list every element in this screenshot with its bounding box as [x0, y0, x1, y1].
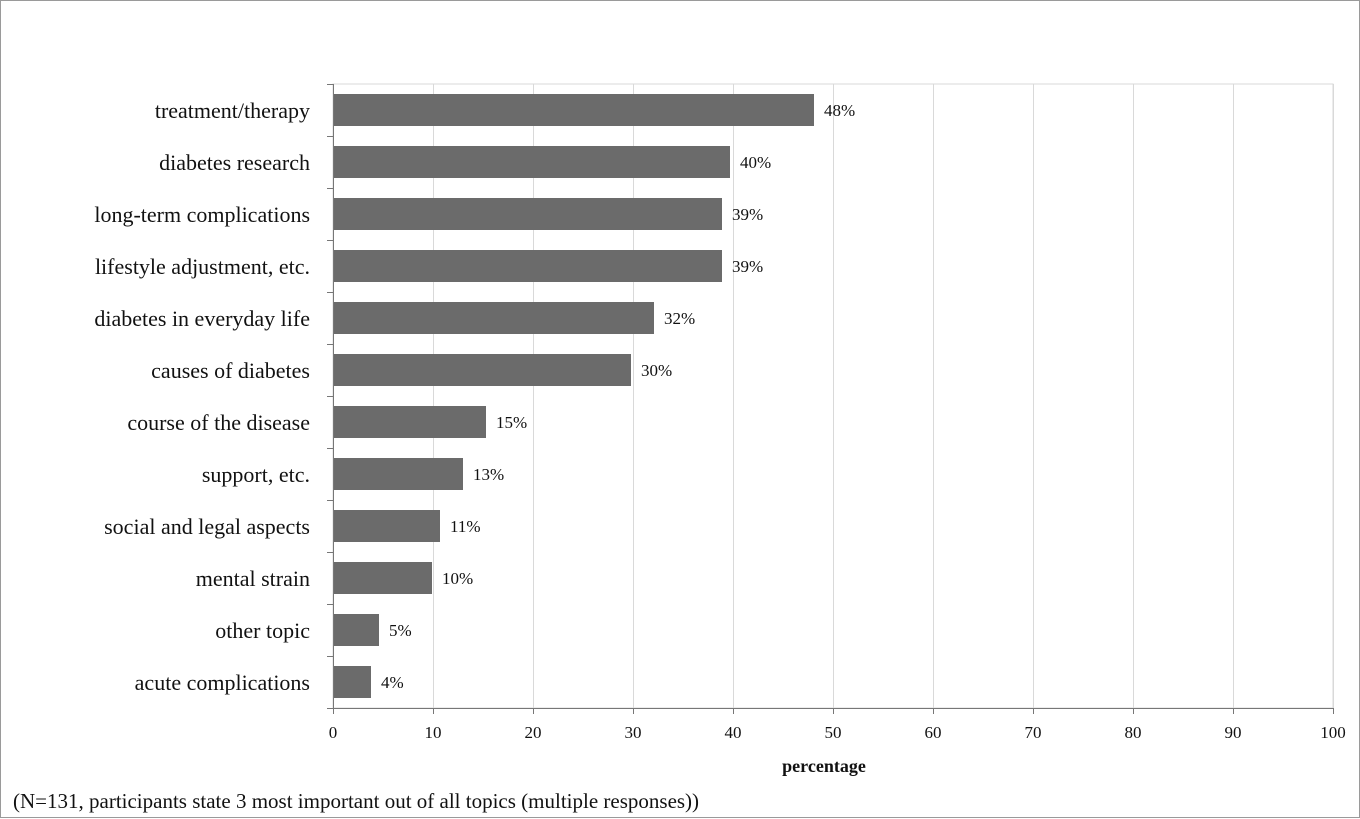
data-label-4: 32%	[664, 309, 695, 328]
bar-3	[334, 250, 722, 282]
bar-9	[334, 562, 432, 594]
data-label-2: 39%	[732, 205, 763, 224]
x-tick-label-30: 30	[625, 723, 642, 742]
bar-10	[334, 614, 379, 646]
category-label-6: course of the disease	[127, 410, 310, 435]
category-label-8: social and legal aspects	[104, 514, 310, 539]
category-label-11: acute complications	[135, 670, 310, 695]
data-label-3: 39%	[732, 257, 763, 276]
x-tick-label-60: 60	[925, 723, 942, 742]
category-label-5: causes of diabetes	[151, 358, 310, 383]
data-label-6: 15%	[496, 413, 527, 432]
x-tick-label-90: 90	[1225, 723, 1242, 742]
data-label-7: 13%	[473, 465, 504, 484]
category-label-9: mental strain	[196, 566, 310, 591]
bar-4	[334, 302, 654, 334]
category-label-2: long-term complications	[94, 202, 310, 227]
x-tick-label-80: 80	[1125, 723, 1142, 742]
bar-6	[334, 406, 486, 438]
bar-8	[334, 510, 440, 542]
category-label-0: treatment/therapy	[155, 98, 310, 123]
x-axis-title: percentage	[782, 756, 866, 776]
category-label-7: support, etc.	[202, 462, 310, 487]
bar-0	[334, 94, 814, 126]
bar-7	[334, 458, 463, 490]
category-label-1: diabetes research	[159, 150, 310, 175]
bar-5	[334, 354, 631, 386]
data-label-9: 10%	[442, 569, 473, 588]
category-label-3: lifestyle adjustment, etc.	[95, 254, 310, 279]
data-label-8: 11%	[450, 517, 481, 536]
category-label-4: diabetes in everyday life	[94, 306, 310, 331]
chart-footnote: (N=131, participants state 3 most import…	[13, 789, 700, 813]
x-tick-label-100: 100	[1320, 723, 1346, 742]
data-label-1: 40%	[740, 153, 771, 172]
x-tick-label-40: 40	[725, 723, 742, 742]
x-tick-label-20: 20	[525, 723, 542, 742]
x-tick-label-10: 10	[425, 723, 442, 742]
data-label-5: 30%	[641, 361, 672, 380]
data-label-11: 4%	[381, 673, 404, 692]
data-label-10: 5%	[389, 621, 412, 640]
bar-2	[334, 198, 722, 230]
x-tick-label-0: 0	[329, 723, 338, 742]
bar-1	[334, 146, 730, 178]
x-tick-label-50: 50	[825, 723, 842, 742]
category-label-10: other topic	[215, 618, 310, 643]
data-label-0: 48%	[824, 101, 855, 120]
bar-11	[334, 666, 371, 698]
x-tick-label-70: 70	[1025, 723, 1042, 742]
